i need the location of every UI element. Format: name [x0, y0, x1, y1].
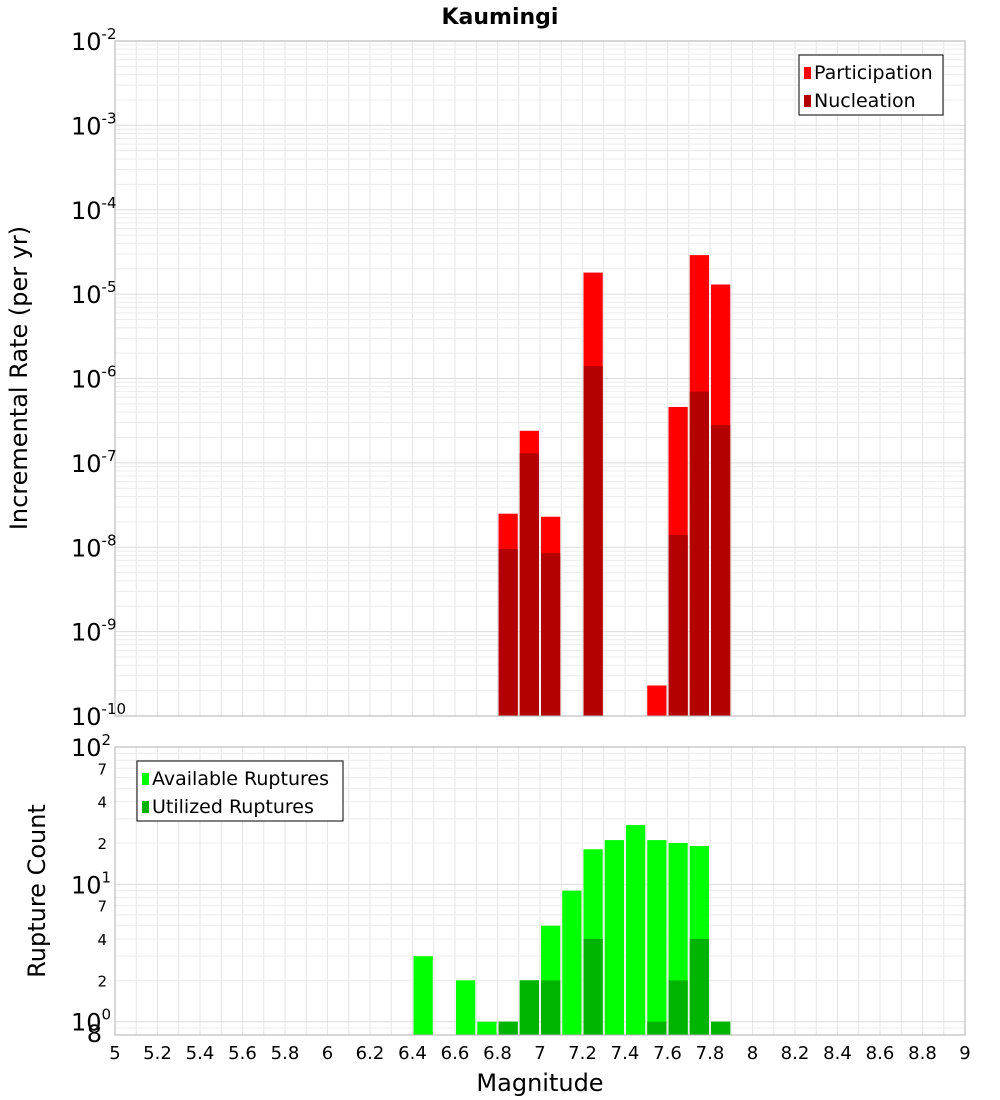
x-tick-label: 6.2	[356, 1043, 385, 1064]
bar	[647, 1021, 667, 1035]
y-tick-label: 100	[71, 1006, 111, 1037]
top-plot: 10-10 10-9 10-8 10-7 10-6 10-5 10-4 10-3 10-2 Par…	[71, 25, 966, 731]
x-tick-label: 8	[747, 1043, 758, 1064]
y-tick-label: 102	[71, 731, 111, 762]
y-minor-tick-label: 8	[87, 1020, 102, 1048]
top-y-axis-label: Incremental Rate (per yr)	[5, 226, 33, 530]
y-tick-label: 10-8	[71, 531, 117, 562]
bar	[711, 425, 731, 716]
bar	[647, 840, 667, 1035]
legend-swatch	[804, 67, 811, 79]
y-minor-tick-label: 4	[97, 794, 107, 812]
y-tick-label: 10-10	[71, 700, 126, 731]
series-nucleation	[498, 366, 731, 716]
bar	[498, 1021, 518, 1035]
x-tick-label: 8.6	[866, 1043, 895, 1064]
bar	[689, 939, 709, 1035]
x-tick-label: 6	[322, 1043, 333, 1064]
bar	[562, 890, 582, 1035]
y-tick-label: 10-6	[71, 363, 117, 394]
y-minor-tick-label: 4	[97, 931, 107, 949]
y-tick-label: 10-9	[71, 616, 117, 647]
y-tick-label: 10-2	[71, 25, 117, 56]
bottom-plot: 100 101 102 8 2 4 7 2 4 7 5 5.2 5.4 5.6 5.8 6 6.2 6.4 6.6 6…	[71, 731, 971, 1064]
bar	[519, 453, 539, 716]
x-tick-labels: 5 5.2 5.4 5.6 5.8 6 6.2 6.4 6.6 6.8 7 7.2 7.4 7.6 7.8 8…	[109, 1043, 970, 1064]
x-tick-label: 5.4	[186, 1043, 215, 1064]
y-tick-label: 10-7	[71, 447, 117, 478]
bar	[689, 391, 709, 716]
x-tick-label: 7.8	[696, 1043, 725, 1064]
bar	[626, 825, 646, 1035]
bottom-y-axis-label: Rupture Count	[23, 804, 51, 978]
bar	[583, 366, 603, 716]
legend-label: Utilized Ruptures	[152, 796, 314, 818]
x-tick-label: 8.4	[823, 1043, 852, 1064]
grid-lines	[114, 41, 966, 717]
bar	[668, 980, 688, 1035]
legend-label: Participation	[814, 62, 933, 84]
x-tick-label: 5.2	[143, 1043, 172, 1064]
x-tick-label: 6.6	[441, 1043, 470, 1064]
legend-swatch	[804, 95, 811, 107]
bar	[541, 553, 561, 716]
y-tick-labels: 10-10 10-9 10-8 10-7 10-6 10-5 10-4 10-3 10-2	[71, 25, 126, 731]
legend-box	[798, 54, 944, 116]
y-minor-tick-label: 7	[97, 898, 107, 916]
bar	[668, 534, 688, 716]
y-minor-tick-label: 2	[97, 972, 107, 990]
legend-box	[136, 760, 344, 822]
bar	[647, 685, 667, 716]
x-tick-label: 9	[959, 1043, 970, 1064]
plot-frame	[114, 40, 966, 717]
plot-frame	[114, 746, 966, 1036]
series-utilized-ruptures	[498, 939, 731, 1035]
x-tick-label: 8.2	[781, 1043, 810, 1064]
x-tick-label: 7.2	[568, 1043, 597, 1064]
x-tick-label: 7.6	[653, 1043, 682, 1064]
x-tick-label: 5.8	[271, 1043, 300, 1064]
legend-swatch	[142, 801, 149, 813]
bar	[604, 840, 624, 1035]
bar	[456, 980, 476, 1035]
y-tick-label: 101	[71, 868, 111, 899]
y-tick-labels: 100 101 102	[71, 731, 111, 1037]
bar	[413, 956, 433, 1035]
y-tick-label: 10-3	[71, 109, 117, 140]
legend-label: Available Ruptures	[152, 768, 329, 790]
bar	[498, 549, 518, 716]
bar	[583, 939, 603, 1035]
y-minor-tick-label: 7	[97, 760, 107, 778]
x-tick-label: 6.8	[483, 1043, 512, 1064]
x-tick-label: 6.4	[398, 1043, 427, 1064]
y-minor-tick-labels: 8 2 4 7 2 4 7	[87, 760, 107, 1048]
x-axis-label: Magnitude	[476, 1069, 603, 1097]
bar	[477, 1021, 497, 1035]
y-tick-label: 10-4	[71, 194, 117, 225]
y-minor-tick-label: 2	[97, 835, 107, 853]
legend: Available Ruptures Utilized Ruptures	[136, 760, 344, 822]
bar	[519, 980, 539, 1035]
legend-label: Nucleation	[814, 90, 916, 112]
x-tick-label: 5.6	[228, 1043, 257, 1064]
chart-title: Kaumingi	[442, 5, 559, 30]
legend: Participation Nucleation	[798, 54, 944, 116]
legend-swatch	[142, 773, 149, 785]
bar	[711, 1021, 731, 1035]
x-tick-label: 7	[534, 1043, 545, 1064]
x-tick-label: 8.8	[908, 1043, 937, 1064]
y-tick-label: 10-5	[71, 278, 117, 309]
x-tick-label: 5	[109, 1043, 120, 1064]
x-tick-label: 7.4	[611, 1043, 640, 1064]
bar	[541, 980, 561, 1035]
